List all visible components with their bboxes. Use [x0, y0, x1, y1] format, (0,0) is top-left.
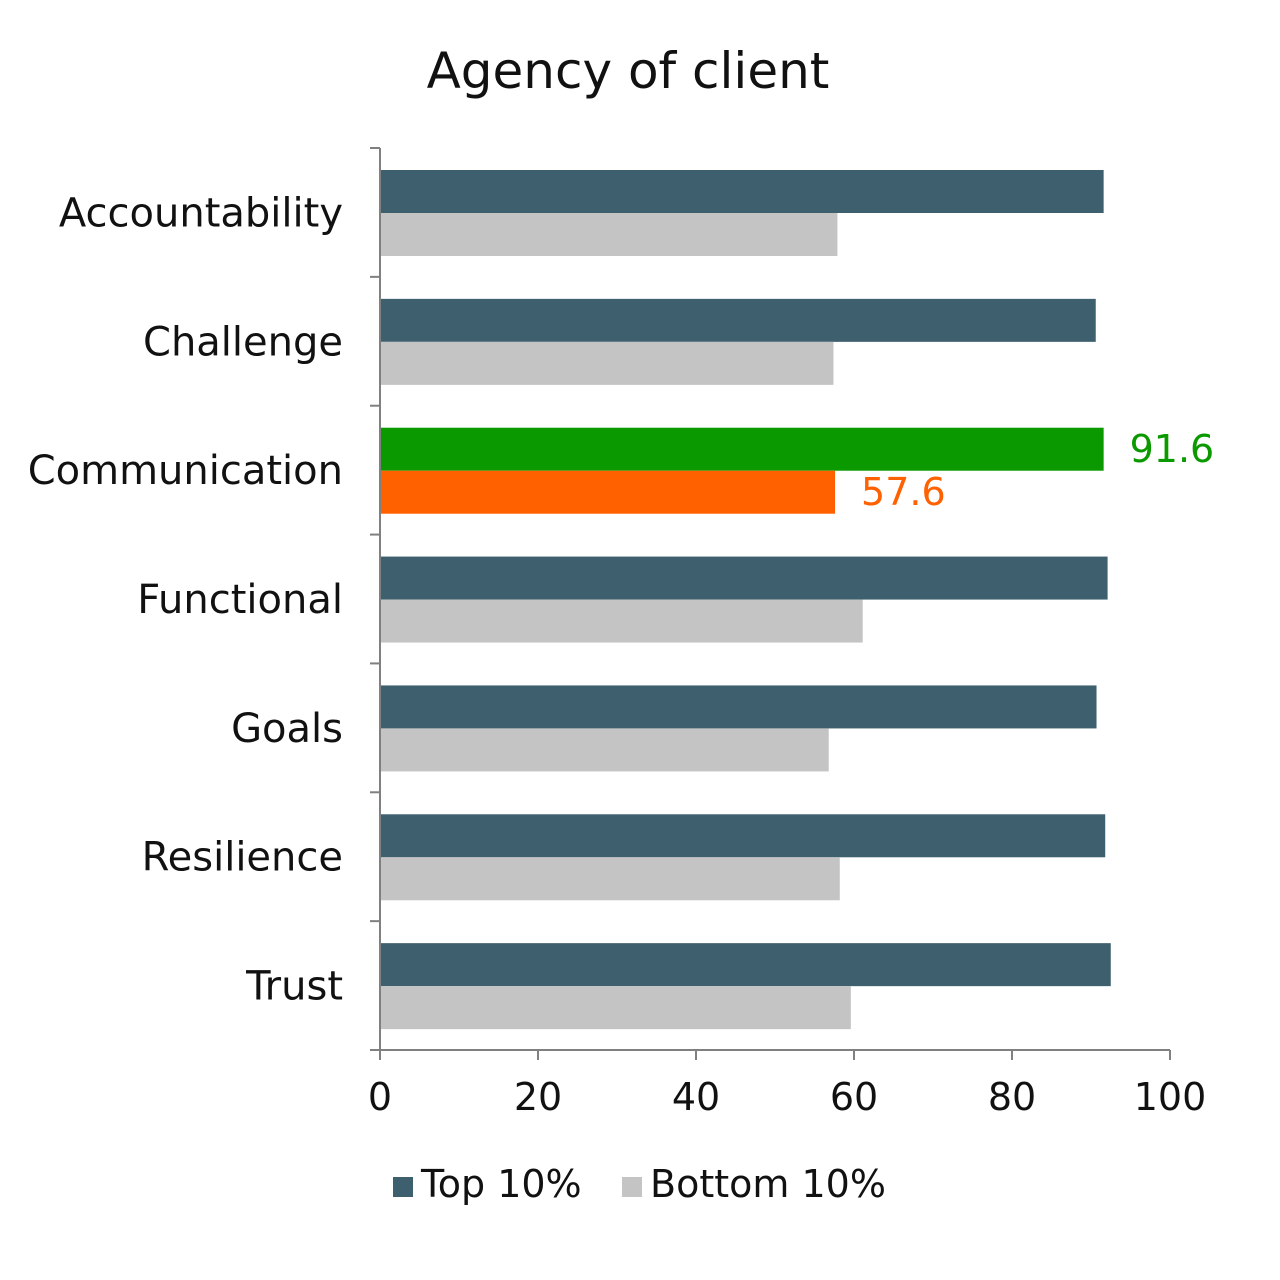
x-tick-label: 100: [1134, 1075, 1207, 1119]
bar: [380, 857, 840, 901]
bar: [380, 599, 863, 643]
category-label: Goals: [231, 706, 343, 752]
category-label: Accountability: [59, 190, 343, 236]
bar: [380, 814, 1106, 858]
bar: [380, 943, 1111, 987]
legend-swatch: [393, 1177, 413, 1197]
plot-area: Accountability Challenge 91.6 57.6 Communica…: [28, 147, 1215, 1119]
legend: Top 10% Bottom 10%: [393, 1162, 886, 1206]
x-tick-label: 40: [672, 1075, 720, 1119]
x-tick-label: 80: [988, 1075, 1036, 1119]
bar: [380, 341, 834, 385]
category-label: Challenge: [143, 319, 343, 365]
bar: [380, 986, 851, 1030]
category-label: Functional: [137, 577, 343, 623]
category-label: Communication: [28, 448, 343, 494]
bar: [380, 728, 829, 772]
bar: [380, 556, 1108, 600]
bar: [380, 470, 836, 514]
data-label: 57.6: [861, 470, 946, 514]
bar: [380, 170, 1104, 213]
legend-swatch: [622, 1177, 642, 1197]
x-tick-label: 60: [830, 1075, 878, 1119]
x-tick-label: 0: [368, 1075, 392, 1119]
legend-label: Top 10%: [420, 1162, 582, 1206]
data-label: 91.6: [1130, 427, 1215, 471]
bar: [380, 298, 1096, 342]
category-label: Trust: [245, 964, 343, 1010]
category-label: Resilience: [142, 835, 343, 881]
legend-label: Bottom 10%: [650, 1162, 886, 1206]
chart-title: Agency of client: [427, 42, 830, 100]
bar: [380, 685, 1097, 729]
x-tick-label: 20: [514, 1075, 562, 1119]
bar: [380, 427, 1104, 471]
bar: [380, 213, 838, 256]
